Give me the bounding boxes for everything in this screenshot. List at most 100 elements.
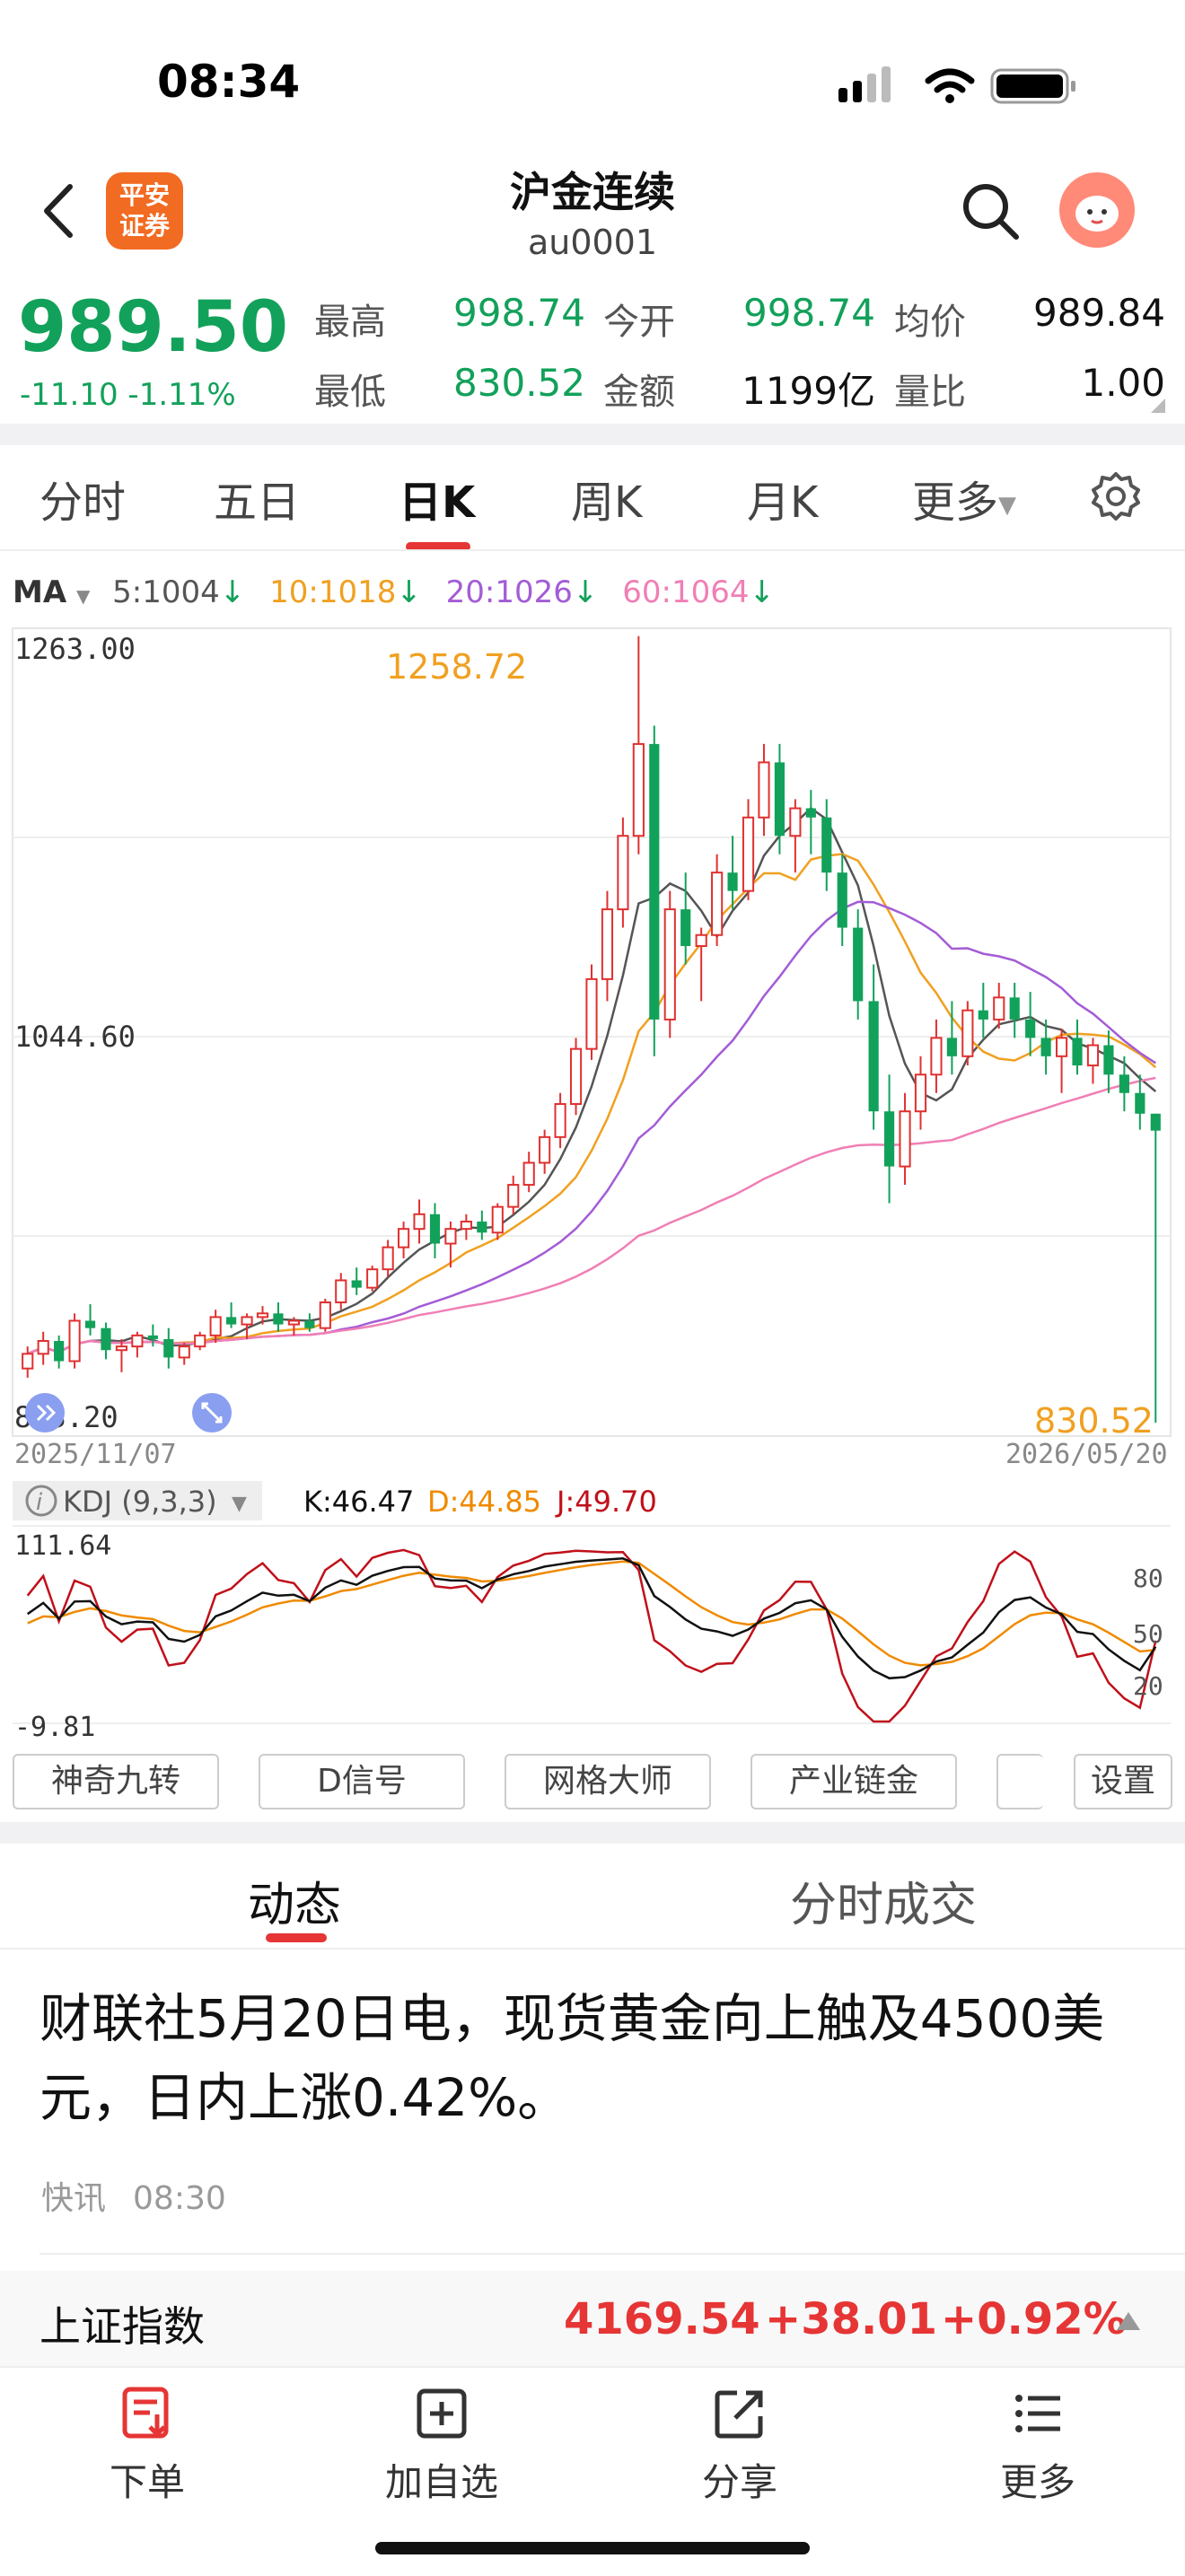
tool-grid-master[interactable]: 网格大师 (505, 1754, 711, 1809)
tab-active-indicator (406, 542, 470, 551)
amount-value: 1199亿 (742, 369, 875, 413)
divider (0, 1822, 1185, 1844)
kdj-level-20: 20 (1133, 1671, 1163, 1701)
kdj-y-bottom-label: -9.81 (14, 1712, 95, 1741)
candle-body (946, 1038, 957, 1056)
candle-body (491, 1205, 504, 1234)
ma5-value: 5:1004 (112, 574, 220, 610)
tool-settings[interactable]: 设置 (1074, 1754, 1172, 1809)
bottom-nav (0, 2366, 1185, 2576)
caret-up-icon[interactable] (1117, 2312, 1140, 2330)
y-axis-mid-label: 1044.60 (14, 1020, 136, 1054)
tool-d-signal[interactable]: D信号 (259, 1754, 465, 1809)
candle-body (273, 1313, 284, 1325)
candle-body (413, 1213, 426, 1231)
candlestick-chart[interactable]: 1263.00 1044.60 823.20 1258.72 830.52 20… (0, 619, 1185, 1472)
chart-frame (12, 627, 1172, 1437)
candle-body (1119, 1074, 1129, 1093)
svg-text:i: i (36, 1489, 43, 1516)
candle-body (241, 1316, 253, 1326)
nav-more[interactable]: 更多 (948, 2384, 1128, 2507)
current-price: 989.50 (18, 287, 288, 368)
candle-body (522, 1161, 535, 1187)
candle-body (1009, 997, 1020, 1020)
logo-text-top: 平安 (118, 180, 170, 210)
kdj-k-line (26, 1557, 1157, 1680)
wifi-icon (925, 68, 975, 103)
candle-body (758, 761, 770, 819)
ma-legend[interactable]: MA ▼ 5:1004↓ 10:1018↓ 20:1026↓ 60:1064↓ (13, 574, 775, 618)
back-button[interactable] (34, 180, 88, 242)
avg-label: 均价 (894, 302, 966, 343)
ma60-value: 60:1064 (622, 574, 750, 610)
candle-body (837, 872, 847, 928)
kdj-d-line (27, 1560, 1156, 1667)
candle-body (1135, 1092, 1146, 1114)
nav-add-watchlist[interactable]: 加自选 (352, 2384, 531, 2507)
tab-more-label: 更多 (912, 478, 999, 528)
down-arrow-icon: ↓ (396, 574, 422, 610)
tool-more-hidden[interactable] (996, 1754, 1043, 1809)
nav-share[interactable]: 分享 (650, 2384, 830, 2507)
candle-body (1055, 1037, 1068, 1057)
tool-magic-nine[interactable]: 神奇九转 (13, 1754, 219, 1809)
tab-tick-trades[interactable]: 分时成交 (790, 1879, 978, 1932)
max-price-label: 1258.72 (386, 647, 527, 687)
index-ticker[interactable] (0, 2271, 1185, 2370)
tab-five-day[interactable]: 五日 (214, 478, 301, 528)
y-axis-top-label: 1263.00 (14, 632, 136, 666)
candle-body (178, 1345, 190, 1359)
candle-body (601, 908, 614, 980)
tab-more[interactable]: 更多▼ (912, 467, 1016, 530)
candle-body (727, 872, 738, 891)
kdj-indicator-chart[interactable]: i KDJ (9,3,3) ▼ K:46.47 D:44.85 J:49.70 … (0, 1472, 1185, 1741)
candle-body (37, 1339, 49, 1355)
news-headline[interactable]: 财联社5月20日电，现货黄金向上触及4500美元，日内上涨0.42%。 (40, 1988, 1105, 2128)
candle-body (554, 1103, 566, 1138)
candle-body (1040, 1038, 1051, 1056)
tab-daily-k[interactable]: 日K (399, 478, 476, 528)
candle-body (695, 933, 707, 948)
contract-code: au0001 (527, 223, 658, 262)
candle-body (632, 742, 645, 837)
news-time: 08:30 (133, 2180, 226, 2217)
fullscreen-icon[interactable] (192, 1393, 232, 1433)
tab-active-indicator (266, 1933, 327, 1942)
index-value: 4169.54 (564, 2294, 760, 2344)
candle-body (978, 1010, 988, 1020)
tab-weekly-k[interactable]: 周K (571, 478, 643, 528)
zoom-left-icon[interactable] (25, 1393, 65, 1433)
kdj-y-top-label: 111.64 (14, 1530, 111, 1562)
candle-body (853, 927, 864, 1002)
index-name: 上证指数 (40, 2302, 205, 2351)
tab-intraday[interactable]: 分时 (40, 478, 127, 528)
candle-body (287, 1319, 300, 1326)
candle-body (1072, 1038, 1083, 1066)
tool-industry-chain[interactable]: 产业链金 (750, 1754, 957, 1809)
kdj-j-value: J:49.70 (555, 1485, 657, 1519)
candle-body (147, 1335, 158, 1339)
candle-body (131, 1334, 144, 1348)
ma20-value: 20:1026 (445, 574, 573, 610)
avatar[interactable] (1059, 172, 1135, 248)
assistant-avatar-icon (1075, 196, 1119, 232)
chevron-down-icon: ▼ (232, 1493, 247, 1515)
candle-body (226, 1317, 237, 1325)
date-end-label: 2026/05/20 (1005, 1439, 1168, 1470)
tab-monthly-k[interactable]: 月K (747, 478, 819, 528)
candle-body (617, 835, 629, 911)
candle-body (209, 1316, 222, 1336)
candle-body (477, 1221, 487, 1233)
ma10-line (27, 853, 1157, 1355)
page-title: 沪金连续 (510, 168, 675, 216)
expand-corner-icon[interactable] (1151, 399, 1165, 413)
nav-place-order[interactable]: 下单 (57, 2384, 237, 2507)
tab-news[interactable]: 动态 (248, 1879, 342, 1932)
search-icon[interactable] (959, 180, 1022, 242)
battery-icon (990, 68, 1075, 104)
gear-icon[interactable] (1090, 470, 1142, 522)
candle-body (429, 1214, 441, 1244)
change-percent: -1.11% (127, 377, 236, 413)
candle-body (507, 1184, 520, 1208)
open-value: 998.74 (743, 291, 875, 335)
